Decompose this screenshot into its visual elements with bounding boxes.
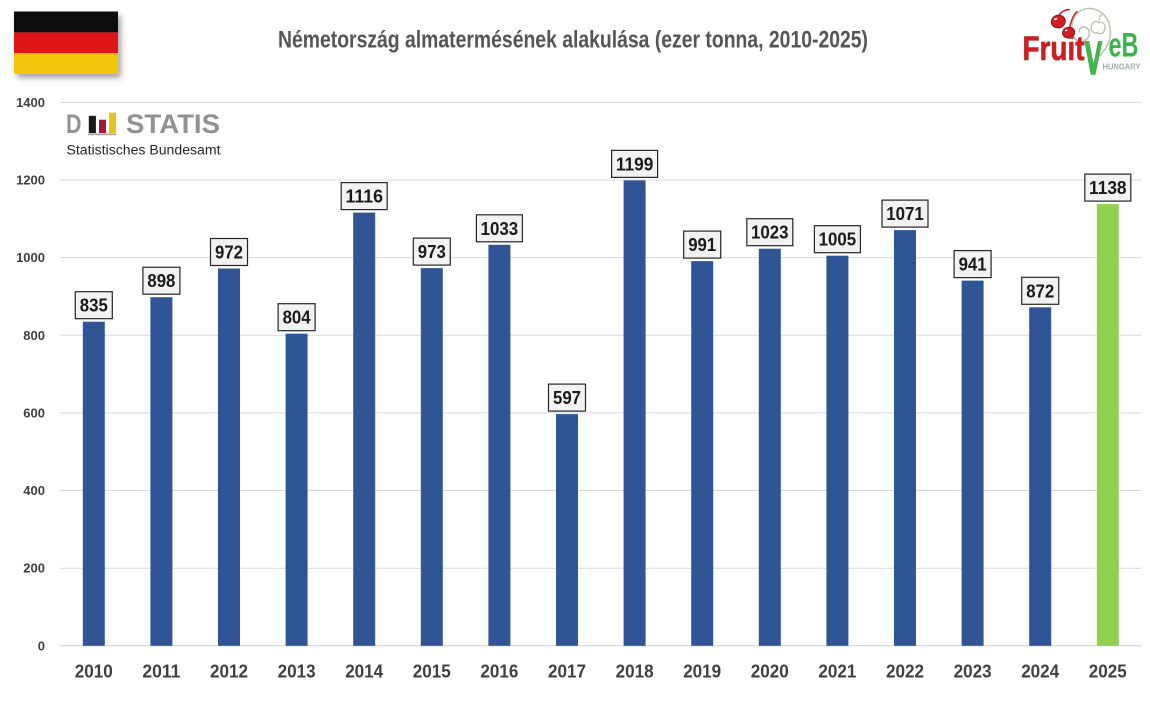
svg-text:1033: 1033 [481,219,519,239]
svg-text:2012: 2012 [210,662,248,682]
svg-text:2020: 2020 [751,662,789,682]
svg-text:1400: 1400 [16,95,45,110]
svg-text:2011: 2011 [142,662,180,682]
svg-text:2022: 2022 [886,662,924,682]
svg-text:2013: 2013 [278,662,316,682]
svg-text:0: 0 [38,638,45,653]
svg-text:2024: 2024 [1021,662,1059,682]
svg-text:898: 898 [147,271,175,291]
svg-text:941: 941 [959,255,987,275]
svg-text:2018: 2018 [616,662,654,682]
svg-text:200: 200 [23,561,45,576]
svg-text:1023: 1023 [751,223,789,243]
svg-text:Statistisches Bundesamt: Statistisches Bundesamt [67,143,221,158]
svg-text:eB: eB [1109,27,1139,65]
svg-text:1005: 1005 [819,230,857,250]
svg-text:1199: 1199 [616,154,654,174]
svg-text:2017: 2017 [548,662,586,682]
svg-text:400: 400 [23,483,45,498]
svg-text:HUNGARY: HUNGARY [1103,63,1142,72]
svg-text:STATIS: STATIS [126,109,220,139]
svg-text:804: 804 [283,308,311,328]
svg-text:972: 972 [215,243,243,263]
svg-text:835: 835 [80,296,108,316]
svg-text:991: 991 [688,235,716,255]
svg-text:Fruit: Fruit [1023,30,1085,68]
svg-text:2021: 2021 [818,662,856,682]
svg-text:D: D [66,109,82,139]
svg-text:872: 872 [1026,281,1054,301]
svg-text:2016: 2016 [480,662,518,682]
svg-text:1000: 1000 [16,250,45,265]
svg-text:1116: 1116 [345,187,383,207]
svg-text:2025: 2025 [1089,662,1127,682]
svg-text:1071: 1071 [886,204,924,224]
svg-text:600: 600 [23,405,45,420]
svg-text:2015: 2015 [413,662,451,682]
svg-text:973: 973 [418,242,446,262]
svg-text:1138: 1138 [1089,178,1127,198]
svg-text:2010: 2010 [75,662,113,682]
svg-text:2023: 2023 [954,662,992,682]
svg-text:597: 597 [553,388,581,408]
svg-text:Németország almatermésének ala: Németország almatermésének alakulása (ez… [278,27,868,54]
svg-text:2014: 2014 [345,662,383,682]
svg-text:1200: 1200 [16,173,45,188]
svg-text:800: 800 [23,328,45,343]
svg-text:2019: 2019 [683,662,721,682]
